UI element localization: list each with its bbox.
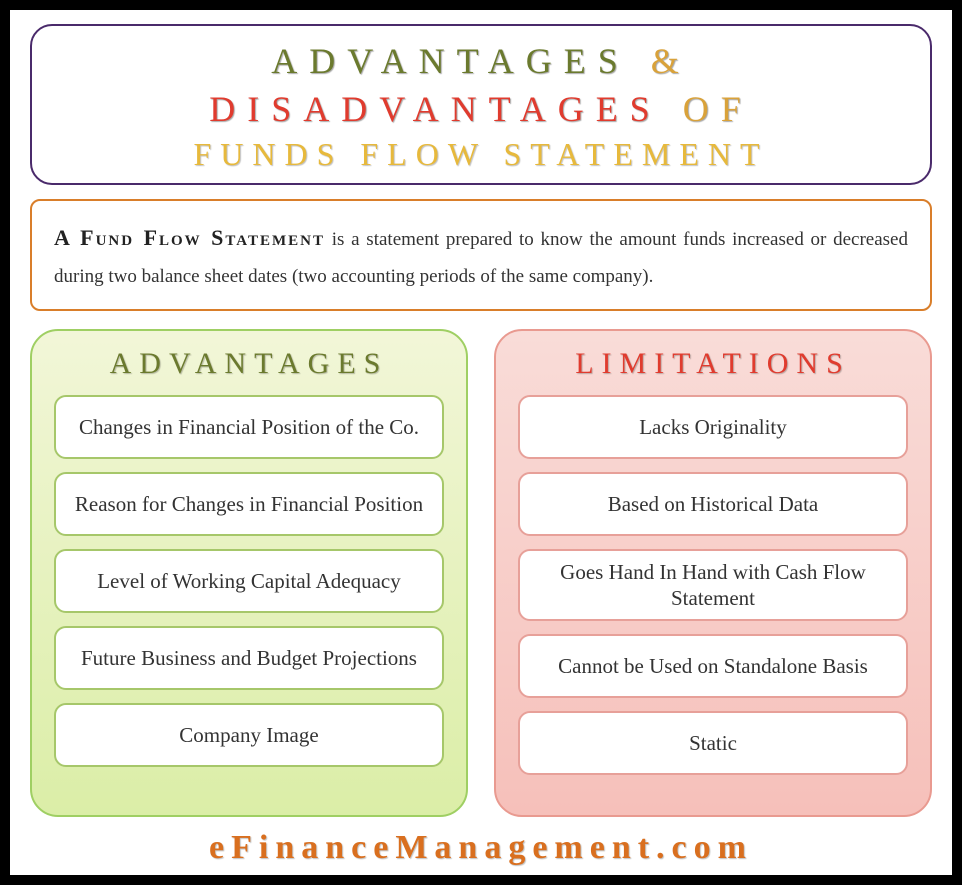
advantage-item: Future Business and Budget Projections [54, 626, 444, 690]
infographic-canvas: ADVANTAGES & DISADVANTAGES OF FUNDS FLOW… [10, 10, 952, 875]
advantage-item-label: Reason for Changes in Financial Position [75, 491, 423, 517]
limitation-item: Static [518, 711, 908, 775]
definition-lead: A Fund Flow Statement [54, 225, 325, 250]
limitations-card: LIMITATIONS Lacks Originality Based on H… [494, 329, 932, 817]
limitation-item: Cannot be Used on Standalone Basis [518, 634, 908, 698]
advantage-item: Changes in Financial Position of the Co. [54, 395, 444, 459]
limitation-item-label: Static [689, 730, 737, 756]
limitation-item: Based on Historical Data [518, 472, 908, 536]
limitation-item: Goes Hand In Hand with Cash Flow Stateme… [518, 549, 908, 622]
limitation-item-label: Lacks Originality [639, 414, 787, 440]
footer-brand: eFinanceManagement.com [30, 817, 932, 867]
title-line-1: ADVANTAGES & [48, 40, 914, 82]
advantage-item: Reason for Changes in Financial Position [54, 472, 444, 536]
advantage-item-label: Level of Working Capital Adequacy [97, 568, 401, 594]
advantages-heading: ADVANTAGES [54, 347, 444, 381]
limitation-item: Lacks Originality [518, 395, 908, 459]
columns: ADVANTAGES Changes in Financial Position… [30, 329, 932, 817]
advantage-item-label: Changes in Financial Position of the Co. [79, 414, 419, 440]
title-box: ADVANTAGES & DISADVANTAGES OF FUNDS FLOW… [30, 24, 932, 185]
title-disadvantages: DISADVANTAGES [209, 89, 661, 129]
advantage-item: Company Image [54, 703, 444, 767]
title-advantages: ADVANTAGES [271, 41, 629, 81]
title-of: OF [662, 89, 753, 129]
limitation-item-label: Goes Hand In Hand with Cash Flow Stateme… [530, 559, 896, 612]
advantage-item: Level of Working Capital Adequacy [54, 549, 444, 613]
title-ampersand: & [630, 41, 691, 81]
advantages-card: ADVANTAGES Changes in Financial Position… [30, 329, 468, 817]
advantage-item-label: Future Business and Budget Projections [81, 645, 417, 671]
limitation-item-label: Based on Historical Data [608, 491, 819, 517]
advantage-item-label: Company Image [179, 722, 318, 748]
limitations-heading: LIMITATIONS [518, 347, 908, 381]
title-line-3: FUNDS FLOW STATEMENT [48, 136, 914, 173]
title-line-2: DISADVANTAGES OF [48, 88, 914, 130]
definition-box: A Fund Flow Statement is a statement pre… [30, 199, 932, 311]
limitation-item-label: Cannot be Used on Standalone Basis [558, 653, 868, 679]
